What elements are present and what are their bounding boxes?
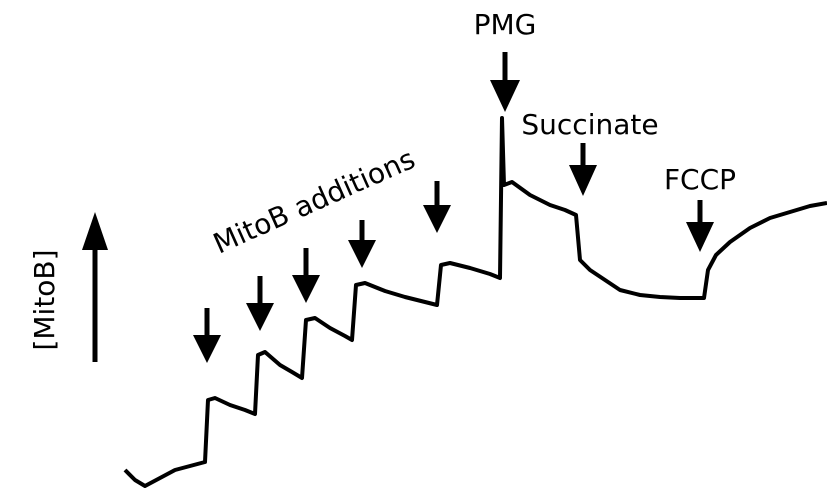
annotation: FCCP: [664, 163, 736, 196]
annotation: Succinate: [521, 108, 658, 141]
arrow: [348, 220, 376, 268]
y-axis-label: [MitoB]: [28, 249, 61, 350]
annotation: MitoB additions: [208, 142, 420, 260]
annotation: PMG: [474, 8, 537, 41]
arrow: [292, 248, 320, 303]
arrow: [569, 143, 597, 196]
up-arrow: [82, 212, 108, 362]
arrow: [193, 308, 221, 363]
arrow: [490, 52, 520, 112]
trace: [123, 116, 827, 488]
arrow: [246, 276, 274, 331]
arrow: [423, 181, 451, 233]
arrow: [686, 200, 714, 252]
